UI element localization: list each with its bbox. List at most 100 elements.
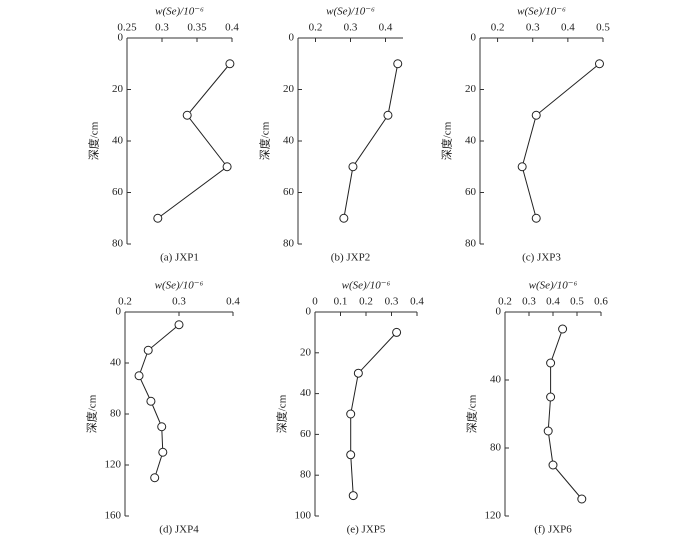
- y-tick-label: 60: [112, 186, 124, 198]
- data-point: [150, 473, 160, 483]
- x-tick-label: 0.3: [344, 22, 358, 34]
- y-tick-label: 0: [306, 306, 312, 318]
- caption: (b) JXP2: [331, 252, 370, 264]
- panel: 0.2 0.3 0.4 0.5 0 20 40 60 80 w(Se)/10⁻⁶ 深度/cm (c) …: [440, 6, 611, 264]
- y-tick-label: 0: [116, 306, 122, 318]
- x-tick-label: 0.35: [187, 22, 207, 34]
- y-tick-label: 0: [118, 32, 124, 44]
- y-tick-label: 160: [105, 510, 122, 522]
- x-tick-label: 0.4: [546, 296, 560, 308]
- data-point: [558, 324, 568, 334]
- data-point: [174, 320, 184, 330]
- data-point: [143, 345, 153, 355]
- panel: 0.2 0.3 0.4 0 40 80 120 160 w(Se)/10⁻⁶ 深度/cm (d) J…: [85, 280, 241, 536]
- data-point: [517, 162, 527, 172]
- data-point: [531, 213, 541, 223]
- x-tick-label: 0.2: [491, 22, 505, 34]
- data-point: [348, 491, 358, 501]
- y-tick-label: 120: [485, 510, 502, 522]
- data-point: [577, 494, 587, 504]
- data-point: [546, 392, 556, 402]
- data-point: [146, 396, 156, 406]
- y-tick-label: 40: [490, 374, 502, 386]
- data-point: [134, 371, 144, 381]
- data-point: [339, 213, 349, 223]
- y-axis-label: 深度/cm: [275, 394, 289, 433]
- y-tick-label: 60: [465, 186, 477, 198]
- profile-line: [350, 332, 397, 496]
- data-point: [383, 110, 393, 120]
- x-tick-label: 0.2: [309, 22, 323, 34]
- data-point: [392, 327, 402, 337]
- y-tick-label: 0: [496, 306, 502, 318]
- data-point: [548, 460, 558, 470]
- x-tick-label: 0.4: [410, 296, 424, 308]
- data-point: [182, 110, 192, 120]
- data-point: [393, 59, 403, 69]
- y-tick-label: 80: [110, 408, 122, 420]
- data-point: [222, 162, 232, 172]
- x-tick-label: 0.3: [526, 22, 540, 34]
- data-point: [346, 450, 356, 460]
- profile-line: [521, 63, 600, 219]
- y-tick-label: 80: [283, 238, 295, 250]
- profile-line: [157, 63, 231, 219]
- data-point: [153, 213, 163, 223]
- x-tick-label: 0.2: [498, 296, 512, 308]
- x-axis-label: w(Se)/10⁻⁶: [342, 280, 391, 292]
- caption: (d) JXP4: [159, 524, 199, 536]
- data-point: [543, 426, 553, 436]
- x-tick-label: 0.3: [522, 296, 536, 308]
- data-point: [157, 422, 167, 432]
- panel: 0.2 0.3 0.4 0 20 40 60 80 w(Se)/10⁻⁶ 深度/cm (b) JXP…: [258, 6, 403, 264]
- x-axis-label: w(Se)/10⁻⁶: [326, 6, 375, 18]
- y-tick-label: 20: [112, 83, 124, 95]
- y-tick-label: 40: [465, 135, 477, 147]
- data-point: [158, 447, 168, 457]
- y-tick-label: 60: [283, 186, 295, 198]
- x-axis-label: w(Se)/10⁻⁶: [517, 6, 566, 18]
- x-tick-label: 0: [312, 296, 318, 308]
- x-axis-label: w(Se)/10⁻⁶: [155, 280, 204, 292]
- y-tick-label: 20: [300, 346, 312, 358]
- y-axis-label: 深度/cm: [85, 394, 99, 433]
- y-tick-label: 80: [300, 469, 312, 481]
- y-axis-label: 深度/cm: [440, 121, 454, 160]
- y-tick-label: 20: [465, 83, 477, 95]
- y-tick-label: 40: [283, 135, 295, 147]
- caption: (e) JXP5: [347, 524, 386, 536]
- x-tick-label: 0.4: [561, 22, 575, 34]
- data-point: [225, 59, 235, 69]
- y-tick-label: 20: [283, 83, 295, 95]
- x-tick-label: 0.3: [155, 22, 169, 34]
- y-tick-label: 0: [289, 32, 295, 44]
- panel: 0 0.1 0.2 0.3 0.4 0 20 40 60 80 100 w(Se)/10⁻⁶ 深度/cm…: [275, 280, 425, 536]
- x-tick-label: 0.1: [334, 296, 348, 308]
- x-tick-label: 0.3: [385, 296, 399, 308]
- panel: 0.2 0.3 0.4 0.5 0.6 0 40 80 120 w(Se)/10⁻⁶ 深度/cm (f…: [465, 280, 609, 536]
- data-point: [531, 110, 541, 120]
- panel: 0.25 0.3 0.35 0.4 0 20 40 60 80 w(Se)/10⁻⁶ 深度/cm (a…: [87, 6, 240, 264]
- x-tick-label: 0.5: [596, 22, 610, 34]
- data-point: [594, 59, 604, 69]
- profile-line: [343, 63, 399, 219]
- y-tick-label: 100: [295, 510, 312, 522]
- y-tick-label: 40: [300, 387, 312, 399]
- x-tick-label: 0.4: [225, 22, 239, 34]
- y-tick-label: 80: [112, 238, 124, 250]
- x-tick-label: 0.2: [359, 296, 373, 308]
- y-tick-label: 40: [112, 135, 124, 147]
- x-tick-label: 0.3: [172, 296, 186, 308]
- caption: (f) JXP6: [534, 524, 572, 536]
- y-axis-label: 深度/cm: [465, 394, 479, 433]
- y-tick-label: 80: [465, 238, 477, 250]
- y-tick-label: 80: [490, 442, 502, 454]
- x-tick-label: 0.5: [570, 296, 584, 308]
- data-point: [353, 368, 363, 378]
- caption: (c) JXP3: [522, 252, 561, 264]
- y-tick-label: 40: [110, 357, 122, 369]
- x-tick-label: 0.6: [594, 296, 608, 308]
- data-point: [346, 409, 356, 419]
- data-point: [348, 162, 358, 172]
